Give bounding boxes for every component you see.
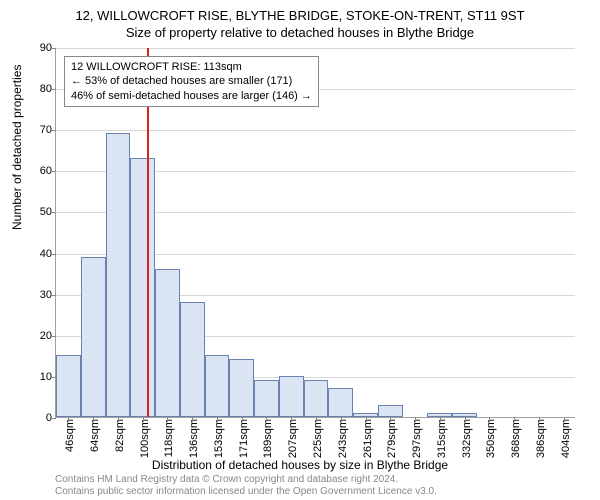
property-info-box: 12 WILLOWCROFT RISE: 113sqm← 53% of deta… <box>64 56 319 107</box>
x-tick-mark <box>564 417 565 422</box>
histogram-bar <box>229 359 254 417</box>
x-tick-mark <box>118 417 119 422</box>
x-tick-label: 171sqm <box>238 417 250 458</box>
x-tick-mark <box>316 417 317 422</box>
x-tick-label: 332sqm <box>461 417 473 458</box>
footer-line: Contains HM Land Registry data © Crown c… <box>55 474 437 486</box>
x-tick-label: 118sqm <box>163 417 175 457</box>
x-tick-mark <box>266 417 267 422</box>
grid-line <box>56 48 575 49</box>
x-tick-mark <box>291 417 292 422</box>
x-axis-label: Distribution of detached houses by size … <box>0 458 600 472</box>
x-tick-label: 386sqm <box>535 417 547 458</box>
x-tick-label: 100sqm <box>139 417 151 458</box>
histogram-bar <box>180 302 205 417</box>
histogram-bar <box>205 355 230 417</box>
info-line: 46% of semi-detached houses are larger (… <box>71 89 312 103</box>
histogram-bar <box>106 133 131 417</box>
title-main: 12, WILLOWCROFT RISE, BLYTHE BRIDGE, STO… <box>0 0 600 23</box>
x-tick-mark <box>167 417 168 422</box>
x-tick-mark <box>514 417 515 422</box>
x-tick-label: 225sqm <box>312 417 324 458</box>
x-tick-label: 368sqm <box>510 417 522 458</box>
histogram-bar <box>254 380 279 417</box>
x-tick-label: 153sqm <box>213 417 225 458</box>
grid-line <box>56 130 575 131</box>
x-tick-mark <box>143 417 144 422</box>
histogram-bar <box>279 376 304 417</box>
histogram-chart: 010203040506070809046sqm64sqm82sqm100sqm… <box>55 48 575 418</box>
footer-line: Contains public sector information licen… <box>55 486 437 498</box>
x-tick-mark <box>217 417 218 422</box>
histogram-bar <box>378 405 403 417</box>
x-tick-mark <box>440 417 441 422</box>
x-tick-mark <box>242 417 243 422</box>
info-line: ← 53% of detached houses are smaller (17… <box>71 74 312 88</box>
x-tick-label: 189sqm <box>262 417 274 458</box>
x-tick-label: 46sqm <box>64 417 76 452</box>
y-tick-mark <box>51 418 56 419</box>
x-tick-mark <box>366 417 367 422</box>
x-tick-mark <box>465 417 466 422</box>
histogram-bar <box>130 158 155 417</box>
x-tick-label: 82sqm <box>114 417 126 452</box>
y-axis-label: Number of detached properties <box>10 65 24 230</box>
x-tick-label: 279sqm <box>386 417 398 458</box>
x-tick-mark <box>192 417 193 422</box>
histogram-bar <box>155 269 180 417</box>
x-tick-label: 64sqm <box>89 417 101 452</box>
footer-attribution: Contains HM Land Registry data © Crown c… <box>55 474 437 498</box>
x-tick-mark <box>539 417 540 422</box>
x-tick-label: 261sqm <box>362 417 374 458</box>
x-tick-mark <box>93 417 94 422</box>
x-tick-label: 207sqm <box>287 417 299 458</box>
histogram-bar <box>56 355 81 417</box>
x-tick-label: 404sqm <box>560 417 572 458</box>
x-tick-label: 297sqm <box>411 417 423 458</box>
x-tick-mark <box>390 417 391 422</box>
x-tick-label: 350sqm <box>485 417 497 458</box>
histogram-bar <box>81 257 106 417</box>
x-tick-label: 315sqm <box>436 417 448 458</box>
x-tick-label: 243sqm <box>337 417 349 458</box>
x-tick-mark <box>415 417 416 422</box>
x-tick-label: 136sqm <box>188 417 200 458</box>
title-sub: Size of property relative to detached ho… <box>0 23 600 40</box>
info-line: 12 WILLOWCROFT RISE: 113sqm <box>71 60 312 74</box>
histogram-bar <box>304 380 329 417</box>
x-tick-mark <box>68 417 69 422</box>
x-tick-mark <box>341 417 342 422</box>
x-tick-mark <box>489 417 490 422</box>
histogram-bar <box>328 388 353 417</box>
